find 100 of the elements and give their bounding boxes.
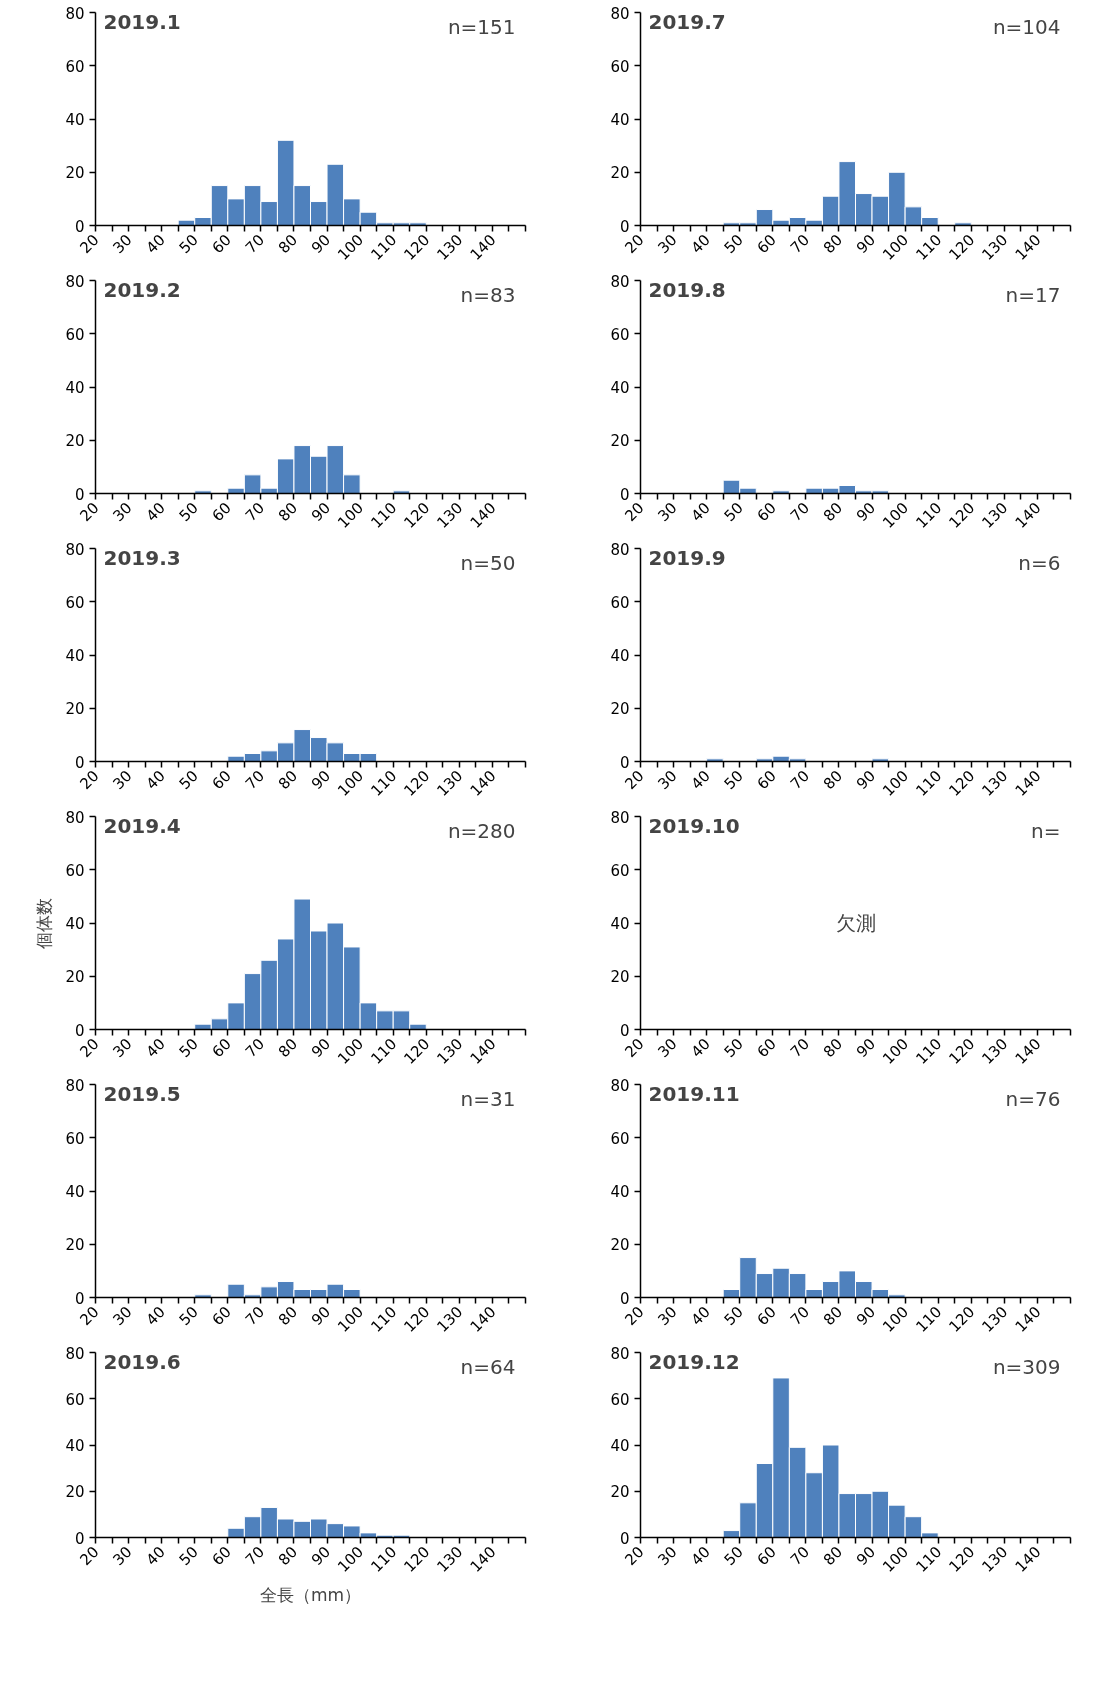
x-tick-label: 60 (753, 1034, 780, 1062)
x-tick-label: 90 (852, 498, 880, 526)
x-tick-label: 60 (753, 766, 780, 794)
x-tick-label: 100 (879, 230, 913, 264)
y-tick-label: 20 (65, 1483, 85, 1502)
x-tick-label: 100 (334, 498, 368, 532)
x-tick-label: 30 (654, 1302, 681, 1330)
x-tick-label: 110 (367, 498, 401, 532)
x-tick-label: 80 (274, 498, 302, 526)
x-tick-label: 100 (879, 1034, 913, 1068)
x-tick-label: 60 (208, 1542, 235, 1570)
x-tick-label: 90 (852, 1034, 880, 1062)
x-tick-label: 80 (819, 1034, 847, 1062)
x-tick-label: 80 (274, 1034, 302, 1062)
y-tick-label: 80 (65, 540, 85, 559)
x-tick-label: 140 (1011, 230, 1045, 264)
y-tick-label: 60 (65, 325, 85, 344)
chart-title: 2019.8 (648, 277, 726, 302)
x-tick-label: 110 (912, 1542, 946, 1576)
chart-title: 2019.3 (103, 545, 181, 570)
x-tick-label: 50 (175, 230, 202, 258)
x-tick-label: 120 (945, 1302, 979, 1336)
x-tick-label: 110 (367, 1302, 401, 1336)
x-tick-label: 90 (852, 1302, 880, 1330)
x-tick-label: 70 (786, 1034, 813, 1062)
y-tick-label: 80 (65, 1076, 85, 1095)
x-tick-label: 30 (109, 498, 136, 526)
x-tick-label: 30 (654, 1034, 681, 1062)
x-tick-label: 40 (142, 1302, 169, 1330)
x-tick-label: 80 (819, 1542, 847, 1570)
y-tick-label: 0 (74, 1021, 85, 1040)
x-tick-label: 130 (978, 1542, 1012, 1576)
x-tick-label: 70 (241, 1542, 268, 1570)
x-tick-label: 30 (109, 1302, 136, 1330)
x-tick-label: 50 (175, 1034, 202, 1062)
y-tick-label: 60 (610, 1390, 630, 1409)
y-tick-label: 40 (610, 915, 630, 933)
y-tick-label: 20 (610, 700, 630, 719)
x-tick-label: 100 (334, 230, 368, 264)
x-tick-label: 120 (400, 766, 434, 800)
x-tick-label: 80 (819, 1302, 847, 1330)
x-tick-label: 60 (753, 1542, 780, 1570)
x-tick-label: 40 (142, 1034, 169, 1062)
y-tick-label: 40 (610, 1437, 630, 1455)
x-tick-label: 70 (241, 766, 268, 794)
y-tick-label: 0 (619, 1289, 630, 1308)
chart-title: 2019.2 (103, 277, 181, 302)
chart-title: 2019.1 (103, 9, 181, 34)
y-tick-label: 60 (65, 1129, 85, 1148)
x-tick-label: 40 (687, 230, 714, 258)
x-tick-label: 70 (786, 230, 813, 258)
x-tick-label: 120 (945, 1034, 979, 1068)
x-tick-label: 110 (367, 230, 401, 264)
y-axis-title: 個体数 (34, 897, 55, 949)
x-tick-label: 110 (367, 766, 401, 800)
x-tick-label: 50 (720, 1542, 747, 1570)
x-tick-label: 90 (307, 1542, 335, 1570)
y-tick-label: 80 (610, 808, 630, 827)
x-tick-label: 60 (753, 230, 780, 258)
x-tick-label: 140 (466, 498, 500, 532)
x-tick-label: 40 (687, 498, 714, 526)
x-tick-label: 70 (786, 1542, 813, 1570)
annotation: n=64 (460, 1354, 516, 1379)
annotation: n=17 (1005, 282, 1061, 307)
x-tick-label: 100 (334, 766, 368, 800)
x-tick-label: 100 (879, 1302, 913, 1336)
x-tick-label: 70 (241, 230, 268, 258)
y-tick-label: 0 (74, 485, 85, 504)
y-tick-label: 20 (610, 164, 630, 183)
x-tick-label: 90 (307, 230, 335, 258)
y-tick-label: 20 (65, 700, 85, 719)
x-tick-label: 40 (142, 1542, 169, 1570)
x-tick-label: 140 (1011, 766, 1045, 800)
x-tick-label: 120 (400, 1302, 434, 1336)
x-tick-label: 90 (307, 1302, 335, 1330)
x-tick-label: 130 (433, 230, 467, 264)
x-axis-title: 全長（mm） (259, 1585, 362, 1606)
x-tick-label: 90 (307, 498, 335, 526)
x-tick-label: 130 (978, 766, 1012, 800)
x-tick-label: 140 (1011, 498, 1045, 532)
x-tick-label: 80 (819, 230, 847, 258)
y-tick-label: 20 (610, 968, 630, 987)
annotation: n=31 (460, 1086, 516, 1111)
x-tick-label: 140 (466, 1034, 500, 1068)
x-tick-label: 40 (687, 1302, 714, 1330)
y-tick-label: 20 (610, 1483, 630, 1502)
x-tick-label: 110 (912, 1034, 946, 1068)
chart-title: 2019.9 (648, 545, 726, 570)
x-tick-label: 130 (978, 1034, 1012, 1068)
x-tick-label: 130 (433, 1542, 467, 1576)
x-tick-label: 140 (466, 1302, 500, 1336)
y-tick-label: 0 (74, 753, 85, 772)
x-tick-label: 90 (852, 766, 880, 794)
x-tick-label: 100 (334, 1542, 368, 1576)
y-tick-label: 40 (610, 379, 630, 397)
y-tick-label: 20 (610, 1236, 630, 1255)
x-tick-label: 120 (400, 1034, 434, 1068)
x-tick-label: 130 (978, 230, 1012, 264)
x-tick-label: 140 (1011, 1034, 1045, 1068)
x-tick-label: 40 (687, 766, 714, 794)
